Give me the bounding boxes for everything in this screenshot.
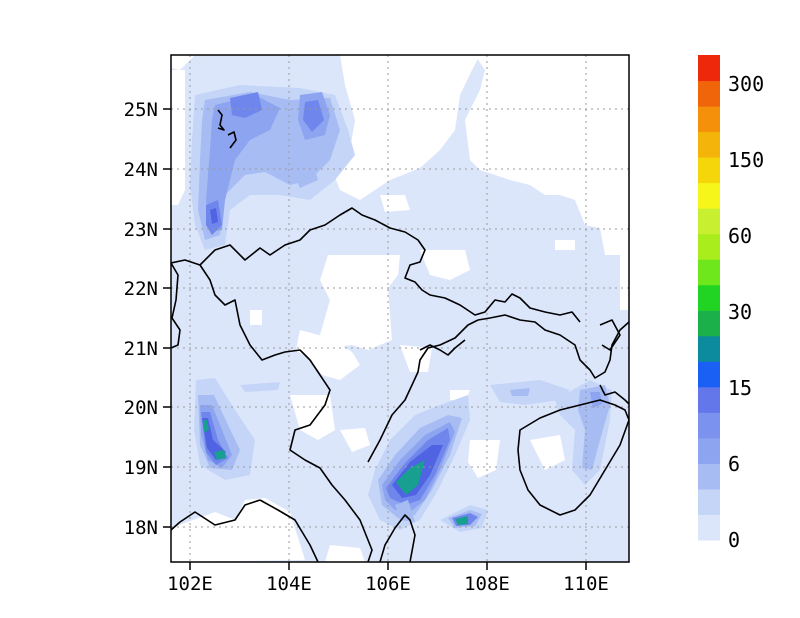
coast-island-north2 (227, 131, 237, 149)
precip-west-19n (194, 378, 280, 480)
coast-island-north (217, 109, 225, 131)
colorbar-label: 30 (728, 300, 752, 324)
border-china-vietnam-laos (171, 207, 581, 323)
x-axis-labels: 102E 104E 106E 108E 110E (167, 573, 609, 595)
coast-leizhou (599, 384, 629, 405)
colorbar-segment (698, 488, 720, 515)
y-tick-label: 24N (124, 159, 158, 181)
y-tick-label: 20N (124, 397, 158, 419)
precip-east (490, 380, 612, 485)
colorbar-segment (698, 386, 720, 413)
colorbar-segment (698, 208, 720, 235)
x-tick-label: 106E (365, 573, 411, 595)
colorbar-segment (698, 310, 720, 337)
y-tick-label: 19N (124, 457, 158, 479)
border-laos-vietnam (199, 264, 373, 562)
y-tick-label: 22N (124, 278, 158, 300)
coast-vietnam-north (367, 319, 479, 463)
border-yunnan-myanmar (171, 499, 261, 531)
colorbar-label: 6 (728, 452, 740, 476)
tick-marks (163, 108, 587, 570)
y-axis-labels: 18N 19N 20N 21N 22N 23N 24N 25N (124, 99, 158, 539)
coast-islets (419, 339, 466, 356)
y-tick-label: 23N (124, 219, 158, 241)
colorbar-segment (698, 157, 720, 184)
x-tick-label: 104E (266, 573, 312, 595)
gridlines (171, 55, 629, 562)
colorbar (698, 55, 720, 541)
colorbar-segment (698, 106, 720, 133)
colorbar-label: 15 (728, 376, 752, 400)
colorbar-segment (698, 361, 720, 388)
colorbar-label: 60 (728, 224, 752, 248)
colorbar-segment (698, 80, 720, 107)
colorbar-segment (698, 437, 720, 464)
border-laos-south (259, 499, 319, 562)
colorbar-segment (698, 284, 720, 311)
colorbar-segment (698, 182, 720, 209)
map-plot-area (171, 55, 629, 562)
colorbar-segment (698, 412, 720, 439)
colorbar-segment (698, 463, 720, 490)
coast-guangxi (477, 314, 629, 379)
x-tick-label: 108E (464, 573, 510, 595)
dry-regions (171, 55, 629, 562)
colorbar-label: 0 (728, 528, 740, 552)
coast-hainan (517, 399, 629, 516)
colorbar-label: 150 (728, 148, 764, 172)
precip-northwest (190, 85, 355, 250)
colorbar-segment (698, 514, 720, 541)
x-tick-label: 110E (563, 573, 609, 595)
x-tick-label: 102E (167, 573, 213, 595)
y-tick-label: 25N (124, 99, 158, 121)
colorbar-segment (698, 233, 720, 260)
colorbar-segment (698, 131, 720, 158)
coast-vietnam (379, 514, 416, 562)
y-tick-label: 21N (124, 338, 158, 360)
colorbar-labels: 0 6 15 30 60 150 300 (728, 72, 764, 552)
y-tick-label: 18N (124, 517, 158, 539)
colorbar-segment (698, 55, 720, 82)
colorbar-label: 300 (728, 72, 764, 96)
border-laos-thailand (171, 262, 181, 349)
coastlines-borders (171, 109, 629, 562)
plot-frame (170, 54, 630, 563)
colorbar-segment (698, 335, 720, 362)
coast-pearl (599, 319, 621, 351)
precip-south-small (440, 505, 488, 532)
colorbar-segment (698, 259, 720, 286)
